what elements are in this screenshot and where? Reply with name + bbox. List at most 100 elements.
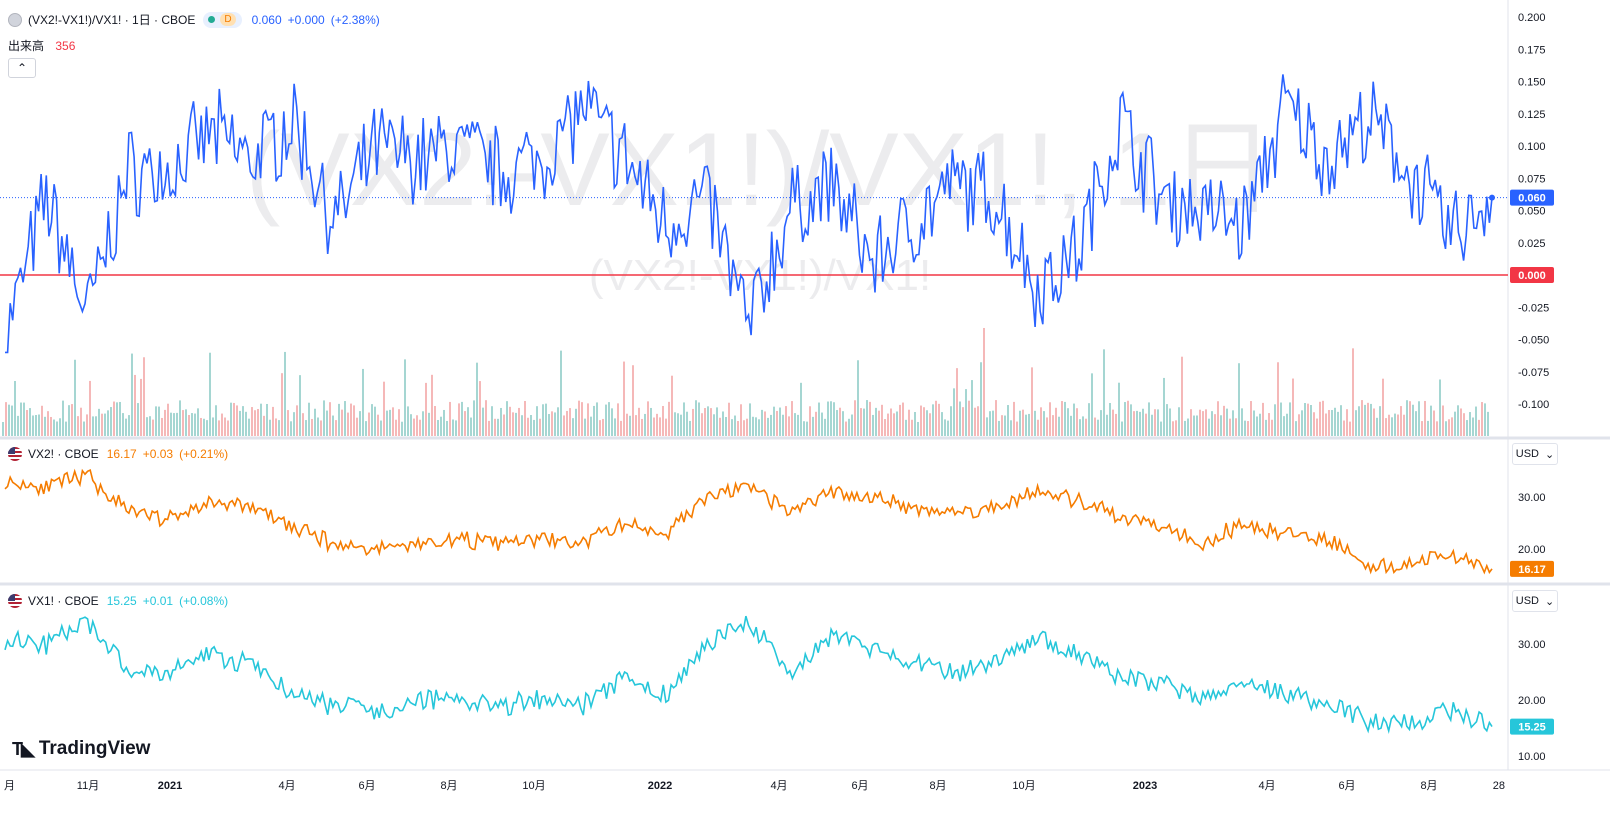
volume-bar	[578, 400, 580, 436]
volume-bar	[1376, 417, 1378, 436]
price-tag-zero: 0.000	[1510, 267, 1554, 283]
volume-bar	[1124, 402, 1126, 436]
volume-bar	[1142, 408, 1144, 436]
volume-bar	[977, 406, 979, 436]
vx1-change: +0.01	[142, 594, 174, 608]
volume-bar	[209, 352, 211, 436]
time-axis-label: 10月	[522, 780, 545, 792]
volume-bar	[989, 411, 991, 436]
volume-bar	[743, 420, 745, 436]
volume-bar	[767, 417, 769, 436]
volume-bar	[530, 415, 532, 436]
main-symbol[interactable]: (VX2!-VX1!)/VX1! · 1日 · CBOE	[28, 13, 196, 27]
volume-bar	[1292, 378, 1294, 436]
volume-bar	[1313, 412, 1315, 436]
volume-bar	[437, 419, 439, 436]
volume-bar	[593, 405, 595, 436]
volume-bar	[1112, 409, 1114, 436]
volume-bar	[1025, 414, 1027, 436]
volume-bar	[1379, 406, 1381, 436]
volume-bar	[188, 414, 190, 436]
tradingview-logo[interactable]: T◣ TradingView	[12, 738, 150, 760]
main-change-pct: (+2.38%)	[330, 12, 380, 27]
vx2-currency-select[interactable]: USD ⌄	[1512, 443, 1558, 465]
volume-bar	[1304, 403, 1306, 436]
volume-bar	[428, 412, 430, 436]
volume-bar	[41, 405, 43, 436]
volume-bar	[788, 416, 790, 436]
volume-bar	[518, 407, 520, 436]
volume-bar	[350, 403, 352, 436]
vx1-symbol[interactable]: VX1! · CBOE	[28, 594, 99, 608]
volume-bar	[440, 416, 442, 436]
volume-bar	[155, 406, 157, 436]
volume-bar	[1115, 413, 1117, 436]
volume-bar	[1073, 403, 1075, 436]
volume-bar	[1106, 414, 1108, 436]
volume-bar	[86, 414, 88, 436]
volume-bar	[317, 417, 319, 436]
volume-bar	[707, 406, 709, 436]
time-axis-label: 11月	[77, 780, 99, 792]
volume-bar	[1145, 413, 1147, 436]
volume-bar	[311, 418, 313, 436]
volume-bar	[1151, 414, 1153, 436]
volume-bar	[173, 413, 175, 436]
time-axis-label: 4月	[770, 780, 787, 792]
volume-bar	[419, 419, 421, 436]
volume-bar	[638, 407, 640, 436]
volume-bar	[1394, 413, 1396, 436]
volume-bar	[1397, 414, 1399, 436]
volume-bar	[872, 414, 874, 436]
collapse-legend-button[interactable]: ⌃	[8, 58, 36, 78]
volume-bar	[1373, 408, 1375, 436]
volume-bar	[515, 412, 517, 436]
volume-bar	[23, 402, 25, 436]
volume-bar	[863, 408, 865, 436]
volume-bar	[1307, 403, 1309, 436]
volume-bar	[572, 418, 574, 436]
vx2-symbol[interactable]: VX2! · CBOE	[28, 447, 99, 461]
volume-bar	[1109, 402, 1111, 436]
volume-bar	[1046, 417, 1048, 436]
volume-bar	[1235, 418, 1237, 436]
volume-bar	[242, 406, 244, 436]
volume-bar	[1436, 421, 1438, 436]
volume-bar	[1160, 421, 1162, 436]
chevron-down-icon: ⌄	[1545, 448, 1555, 461]
volume-bar	[191, 413, 193, 436]
volume-bar	[560, 350, 562, 436]
time-axis-label: 6月	[358, 780, 375, 792]
volume-bar	[380, 420, 382, 436]
volume-bar	[284, 351, 286, 436]
volume-bar	[110, 407, 112, 436]
volume-bar	[698, 402, 700, 436]
volume-bar	[587, 403, 589, 436]
volume-bar	[932, 404, 934, 436]
volume-bar	[11, 405, 13, 436]
volume-bar	[1118, 382, 1120, 436]
volume-bar	[320, 420, 322, 436]
volume-bar	[1187, 418, 1189, 436]
volume-bar	[857, 360, 859, 436]
volume-bar	[1316, 418, 1318, 436]
volume-bar	[323, 400, 325, 436]
volume-bar	[1037, 419, 1039, 436]
volume-bar	[140, 378, 142, 436]
volume-bar	[455, 420, 457, 436]
volume-bar	[1457, 405, 1459, 436]
interval-pill[interactable]: D	[203, 11, 242, 28]
volume-bar	[851, 414, 853, 436]
volume-bar	[1166, 404, 1168, 436]
vx1-currency-select[interactable]: USD ⌄	[1512, 590, 1558, 612]
volume-bar	[632, 365, 634, 436]
volume-bar	[212, 417, 214, 436]
volume-label[interactable]: 出来高	[8, 39, 45, 53]
volume-bar	[77, 416, 79, 436]
volume-bar	[551, 411, 553, 436]
volume-bar	[563, 415, 565, 436]
volume-bar	[332, 415, 334, 436]
vx1-series-line	[4, 615, 1493, 734]
price-axis-tick: 0.125	[1518, 109, 1546, 121]
